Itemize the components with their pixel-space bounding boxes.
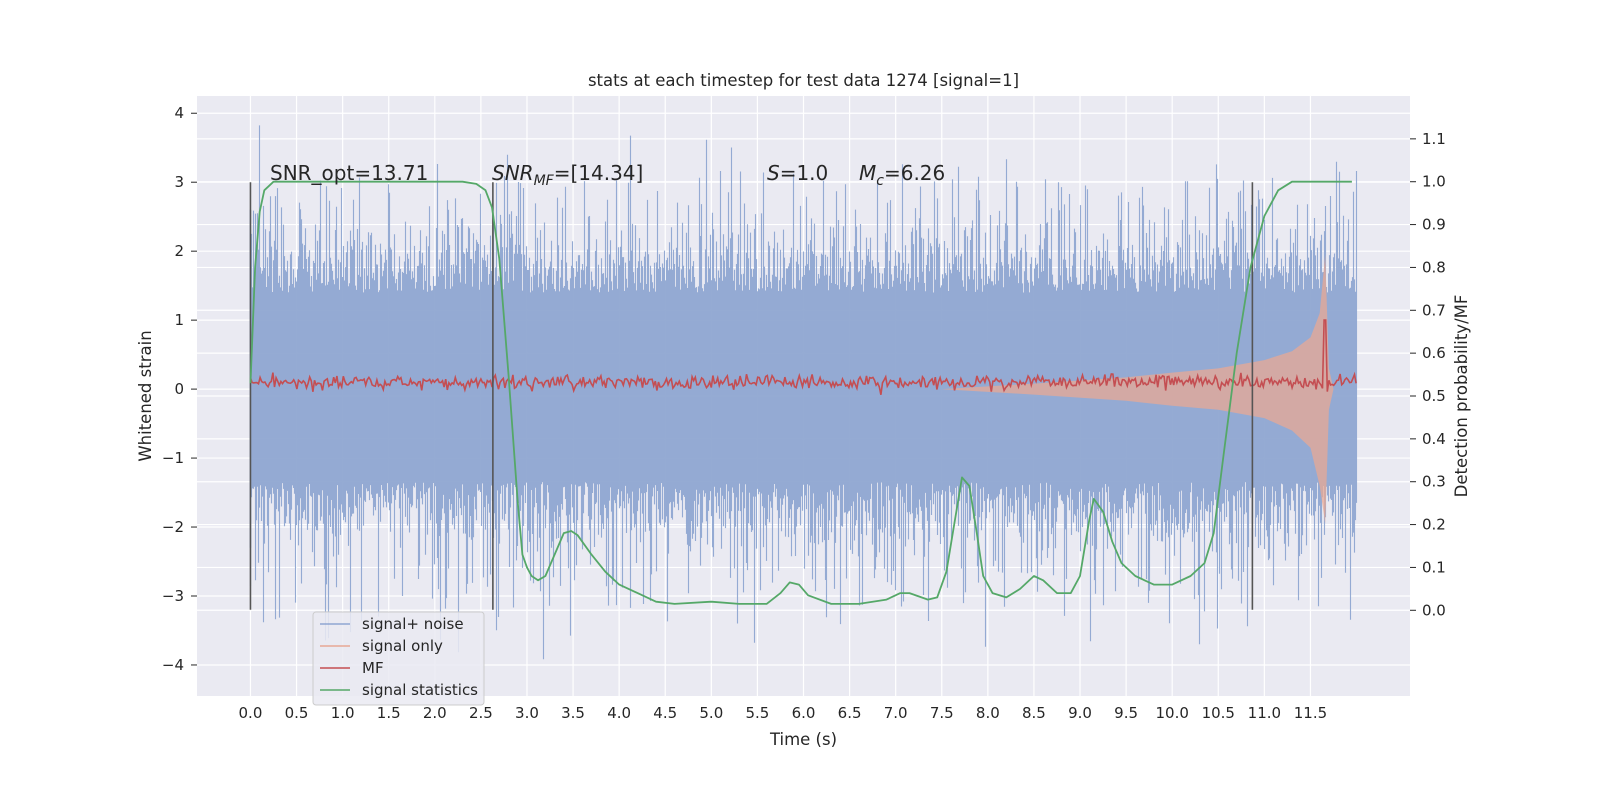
y-right-tick-label: 1.1: [1422, 130, 1446, 148]
y-right-tick-label: 1.0: [1422, 173, 1446, 191]
y-right-tick-label: 0.0: [1422, 601, 1446, 619]
y-tick-label: 1: [174, 311, 184, 329]
x-tick-label: 9.5: [1114, 704, 1138, 722]
x-tick-label: 0.0: [239, 704, 263, 722]
y-tick-label: 3: [174, 173, 184, 191]
x-tick-label: 3.0: [515, 704, 539, 722]
x-tick-label: 9.0: [1068, 704, 1092, 722]
mc-rest: =6.26: [884, 161, 945, 185]
x-tick-label: 7.5: [930, 704, 954, 722]
annotation-mc: Mc=6.26: [859, 161, 945, 189]
y-tick-label: 4: [174, 104, 184, 122]
legend-label-signal-noise: signal+ noise: [362, 615, 464, 633]
x-tick-label: 2.5: [469, 704, 493, 722]
ticks: 0.0 0.5 1.0 1.5 2.0 2.5 3.0 3.5 4.0 4.5 5.0 5.5 6.0 6…: [162, 104, 1446, 722]
x-tick-label: 6.5: [838, 704, 862, 722]
vertical-markers: [249, 182, 1254, 610]
annotation-s: S=1.0: [767, 161, 828, 185]
snr-mf-base: SNR: [492, 161, 534, 185]
series-signal-only: [941, 254, 1334, 524]
legend-box: [312, 611, 485, 706]
annotation-snr-mf: SNRMF=[14.34]: [492, 161, 643, 189]
x-tick-label: 11.5: [1294, 704, 1327, 722]
y-right-tick-label: 0.7: [1422, 301, 1446, 319]
y-tick-label: −2: [162, 518, 184, 536]
legend-label-signal-only: signal only: [362, 637, 443, 655]
s-var: S: [767, 161, 780, 185]
x-tick-label: 1.5: [377, 704, 401, 722]
x-tick-label: 10.0: [1155, 704, 1188, 722]
x-tick-label: 5.0: [699, 704, 723, 722]
y-tick-label: 2: [174, 242, 184, 260]
mf-line: [249, 319, 1357, 395]
y-right-tick-label: 0.1: [1422, 558, 1446, 576]
y-axis-right-label: Detection probability/MF: [1452, 295, 1471, 498]
x-tick-label: 6.0: [792, 704, 816, 722]
mc-var: M: [859, 161, 876, 185]
x-tick-label: 7.0: [884, 704, 908, 722]
signal-only-envelope: [941, 254, 1334, 524]
y-right-tick-label: 0.2: [1422, 516, 1446, 534]
series-signal-statistics: [249, 180, 1352, 605]
x-tick-label: 2.0: [423, 704, 447, 722]
chart-title: stats at each timestep for test data 127…: [588, 71, 1019, 90]
y-right-tick-label: 0.4: [1422, 430, 1446, 448]
mc-sub: c: [876, 173, 884, 189]
y-tick-label: −4: [162, 656, 184, 674]
s-rest: =1.0: [780, 161, 829, 185]
x-tick-label: 8.5: [1022, 704, 1046, 722]
series-mf: [249, 319, 1357, 395]
y-right-tick-label: 0.8: [1422, 258, 1446, 276]
legend: signal+ noise signal only MF signal stat…: [312, 611, 485, 706]
x-tick-label: 0.5: [285, 704, 309, 722]
y-tick-label: −3: [162, 587, 184, 605]
signal-statistics-line: [249, 180, 1352, 605]
x-tick-label: 1.0: [331, 704, 355, 722]
y-right-tick-label: 0.6: [1422, 344, 1446, 362]
annotation-snr-opt: SNR_opt=13.71: [270, 161, 428, 185]
y-tick-label: 0: [174, 380, 184, 398]
x-tick-label: 3.5: [561, 704, 585, 722]
snr-mf-sub: MF: [534, 173, 555, 189]
x-tick-label: 10.5: [1202, 704, 1235, 722]
y-right-tick-label: 0.5: [1422, 387, 1446, 405]
x-tick-label: 4.5: [653, 704, 677, 722]
legend-label-mf: MF: [362, 659, 384, 677]
y-axis-label: Whitened strain: [136, 330, 155, 461]
y-right-tick-label: 0.9: [1422, 216, 1446, 234]
y-tick-label: −1: [162, 449, 184, 467]
x-tick-label: 8.0: [976, 704, 1000, 722]
annotations: SNR_opt=13.71 SNRMF=[14.34] S=1.0 Mc=6.2…: [270, 161, 945, 189]
x-tick-label: 11.0: [1248, 704, 1281, 722]
x-tick-label: 4.0: [607, 704, 631, 722]
legend-label-signal-statistics: signal statistics: [362, 681, 478, 699]
x-axis-label: Time (s): [769, 730, 837, 749]
y-right-tick-label: 0.3: [1422, 473, 1446, 491]
x-tick-label: 5.5: [745, 704, 769, 722]
snr-mf-rest: =[14.34]: [554, 161, 644, 185]
